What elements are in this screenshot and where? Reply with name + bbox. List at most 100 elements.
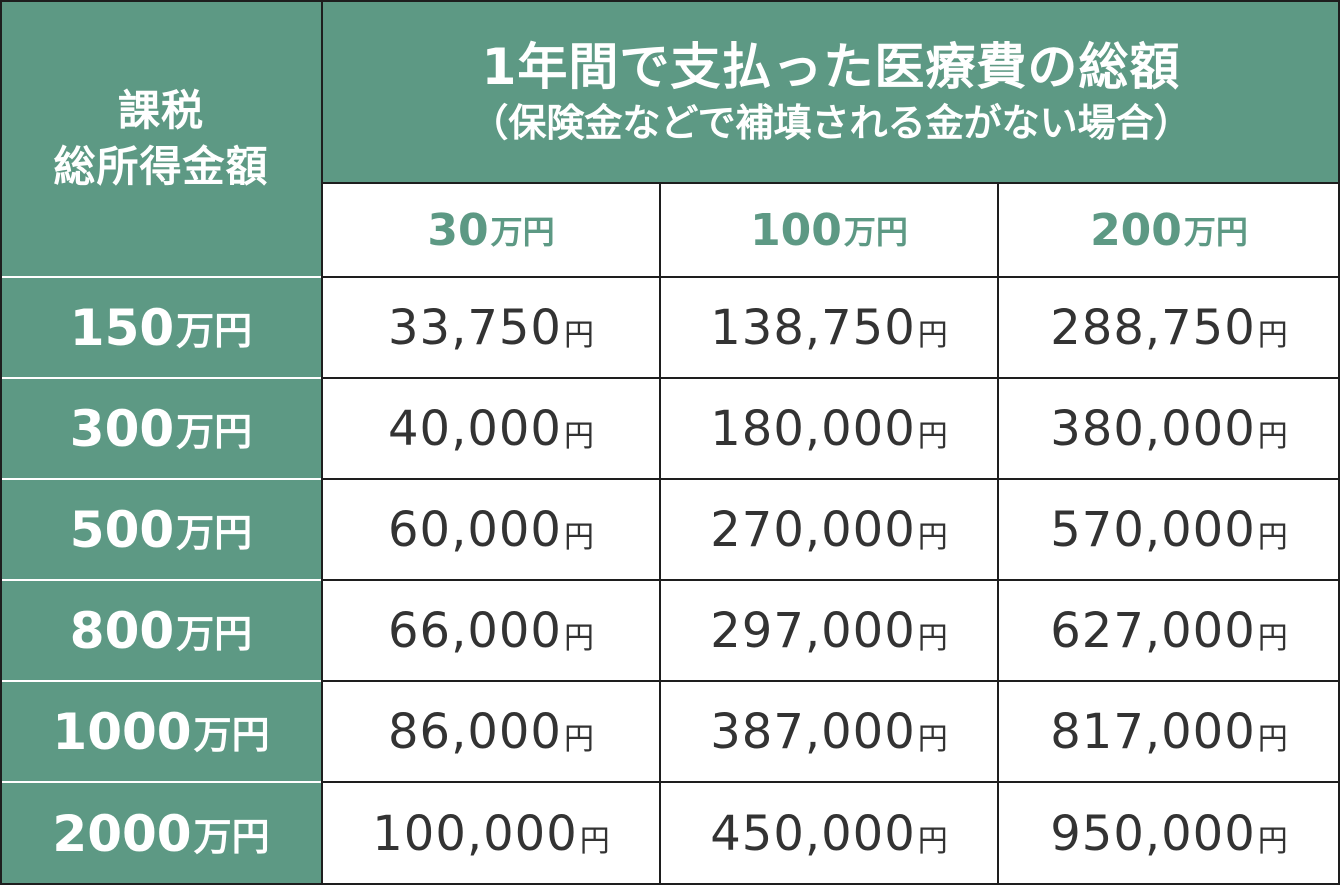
row-header-unit: 万円 (176, 410, 253, 454)
cell-value: 288,750 (1050, 299, 1256, 356)
cell-value: 450,000 (710, 805, 916, 862)
cell-value: 950,000 (1050, 805, 1256, 862)
table-cell: 138,750 円 (660, 277, 998, 378)
table-cell: 86,000 円 (322, 681, 660, 782)
row-header-amount: 800 (69, 601, 175, 660)
row-header-amount: 150 (69, 298, 175, 357)
table-cell: 33,750 円 (322, 277, 660, 378)
table-cell: 817,000 円 (998, 681, 1340, 782)
grid-line (322, 276, 1340, 278)
grid-line (0, 0, 1340, 2)
row-header-amount: 2000 (52, 804, 192, 863)
grid-line (1338, 0, 1340, 885)
row-separator (2, 781, 321, 783)
row-header-1000: 1000 万円 (0, 681, 322, 782)
cell-unit: 円 (917, 823, 948, 859)
grid-line (322, 377, 1340, 379)
column-header-30: 30 万円 (322, 183, 660, 277)
cell-value: 86,000 (388, 703, 562, 760)
cell-value: 270,000 (710, 501, 916, 558)
grid-line (322, 781, 1340, 783)
row-header-800: 800 万円 (0, 580, 322, 681)
cell-value: 33,750 (388, 299, 562, 356)
column-header-amount: 200 (1090, 204, 1182, 256)
grid-line (322, 478, 1340, 480)
row-header-150: 150 万円 (0, 277, 322, 378)
table-cell: 627,000 円 (998, 580, 1340, 681)
cell-value: 297,000 (710, 602, 916, 659)
cell-value: 100,000 (372, 805, 578, 862)
cell-unit: 円 (563, 620, 594, 656)
cell-value: 627,000 (1050, 602, 1256, 659)
row-header-2000: 2000 万円 (0, 782, 322, 885)
cell-value: 40,000 (388, 400, 562, 457)
cell-value: 380,000 (1050, 400, 1256, 457)
grid-line (997, 183, 999, 885)
cell-value: 66,000 (388, 602, 562, 659)
table-cell: 60,000 円 (322, 479, 660, 580)
table-cell: 180,000 円 (660, 378, 998, 479)
cell-unit: 円 (1257, 317, 1288, 353)
cell-value: 138,750 (710, 299, 916, 356)
cell-value: 817,000 (1050, 703, 1256, 760)
row-header-amount: 300 (69, 399, 175, 458)
row-header-500: 500 万円 (0, 479, 322, 580)
cell-unit: 円 (917, 418, 948, 454)
row-separator (2, 680, 321, 682)
table-title-line1: 1年間で支払った医療費の総額 (481, 37, 1181, 96)
cell-value: 570,000 (1050, 501, 1256, 558)
cell-value: 180,000 (710, 400, 916, 457)
cell-unit: 円 (579, 823, 610, 859)
cell-unit: 円 (917, 721, 948, 757)
table-cell: 387,000 円 (660, 681, 998, 782)
cell-unit: 円 (563, 519, 594, 555)
table-cell: 570,000 円 (998, 479, 1340, 580)
row-header-amount: 500 (69, 500, 175, 559)
row-header-unit: 万円 (176, 309, 253, 353)
grid-line (322, 182, 1340, 184)
grid-line (322, 579, 1340, 581)
table-title: 1年間で支払った医療費の総額 （保険金などで補填される金がない場合） (322, 0, 1340, 183)
cell-value: 387,000 (710, 703, 916, 760)
column-header-amount: 30 (427, 204, 489, 256)
cell-unit: 円 (917, 519, 948, 555)
row-separator (2, 276, 321, 278)
table-cell: 66,000 円 (322, 580, 660, 681)
table-cell: 380,000 円 (998, 378, 1340, 479)
row-header-unit: 万円 (193, 713, 270, 757)
cell-unit: 円 (563, 317, 594, 353)
table-title-line2: （保険金などで補填される金がない場合） (470, 100, 1192, 145)
cell-unit: 円 (917, 317, 948, 353)
column-header-unit: 万円 (490, 213, 555, 251)
cell-value: 60,000 (388, 501, 562, 558)
cell-unit: 円 (1257, 519, 1288, 555)
row-header-line2: 総所得金額 (53, 141, 269, 191)
cell-unit: 円 (917, 620, 948, 656)
row-header-unit: 万円 (176, 511, 253, 555)
row-header-label: 課税 総所得金額 (0, 0, 322, 277)
grid-line (321, 0, 323, 885)
table-cell: 450,000 円 (660, 782, 998, 885)
grid-line (0, 0, 2, 885)
row-header-line1: 課税 (117, 85, 204, 135)
cell-unit: 円 (563, 721, 594, 757)
grid-line (0, 883, 1340, 885)
row-header-unit: 万円 (193, 815, 270, 859)
table-cell: 270,000 円 (660, 479, 998, 580)
table-cell: 40,000 円 (322, 378, 660, 479)
cell-unit: 円 (1257, 823, 1288, 859)
row-separator (2, 478, 321, 480)
table-cell: 100,000 円 (322, 782, 660, 885)
row-header-unit: 万円 (176, 612, 253, 656)
grid-line (322, 680, 1340, 682)
cell-unit: 円 (1257, 620, 1288, 656)
column-header-100: 100 万円 (660, 183, 998, 277)
table-cell: 950,000 円 (998, 782, 1340, 885)
cell-unit: 円 (1257, 418, 1288, 454)
row-header-amount: 1000 (52, 702, 192, 761)
column-header-unit: 万円 (1183, 213, 1248, 251)
cell-unit: 円 (563, 418, 594, 454)
table-cell: 288,750 円 (998, 277, 1340, 378)
column-header-unit: 万円 (843, 213, 908, 251)
